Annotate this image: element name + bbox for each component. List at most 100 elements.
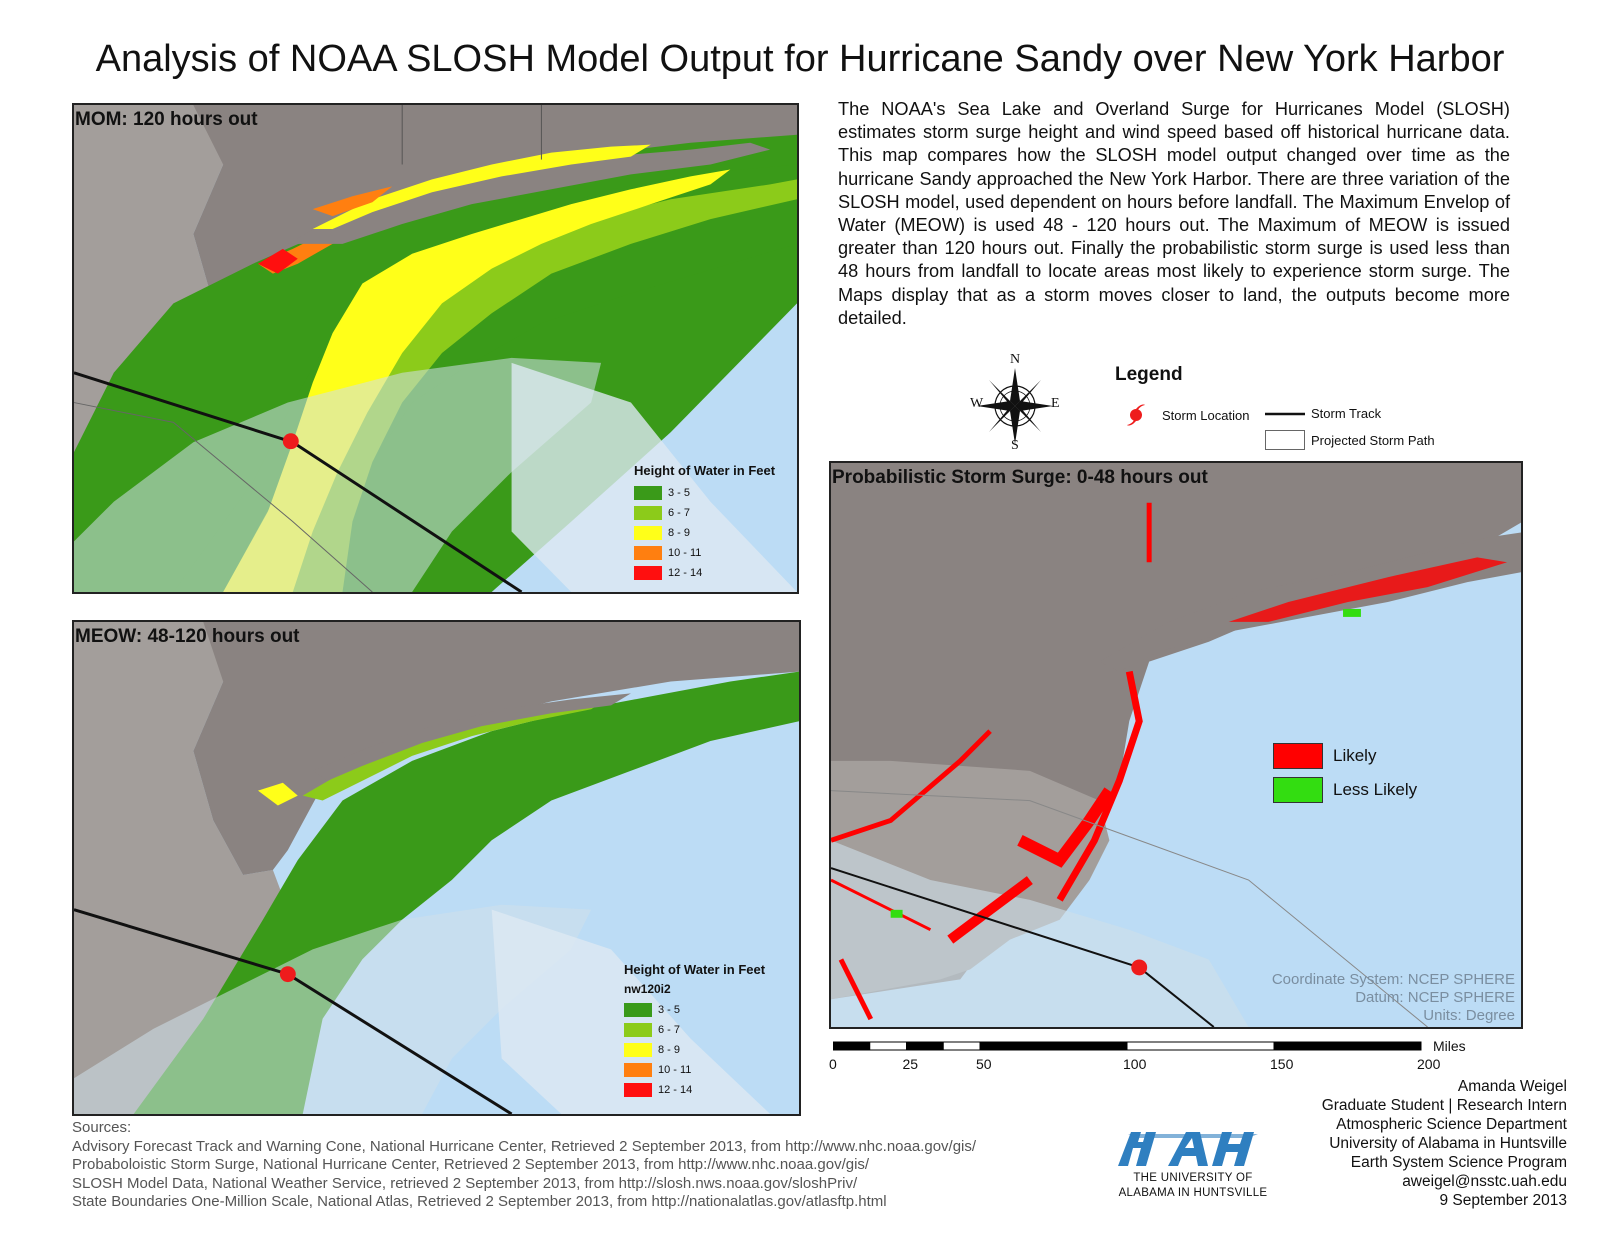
legend-swatch: [634, 506, 662, 520]
legend-label: 10 - 11: [658, 1064, 692, 1076]
mom-legend-title: Height of Water in Feet: [634, 463, 776, 478]
author-block: Amanda Weigel Graduate Student | Researc…: [1322, 1077, 1567, 1210]
compass-e: E: [1051, 396, 1060, 411]
projected-path-swatch: [1265, 430, 1305, 450]
legend-row: 3 - 5: [634, 483, 775, 503]
legend-row: 10 - 11: [624, 1060, 765, 1080]
compass-rose: N S W E: [965, 352, 1065, 454]
legend-row: 6 - 7: [624, 1020, 765, 1040]
storm-track-line-icon: [1265, 412, 1305, 416]
legend-label: 8 - 9: [668, 527, 691, 539]
datum: Datum: NCEP SPHERE: [1355, 989, 1515, 1006]
compass-n: N: [1010, 352, 1021, 367]
units: Units: Degree: [1423, 1007, 1515, 1024]
uah-logo-mark-icon: [1118, 1132, 1258, 1166]
mom-map-canvas: [74, 105, 797, 592]
legend-swatch: [624, 1023, 652, 1037]
scale-segment: [906, 1041, 944, 1051]
probabilistic-map-canvas: [831, 463, 1521, 1027]
meow-map-title: MEOW: 48-120 hours out: [75, 626, 300, 647]
legend-swatch: [634, 546, 662, 560]
scale-tick-label: 50: [976, 1056, 992, 1072]
probabilistic-map[interactable]: Probabilistic Storm Surge: 0-48 hours ou…: [829, 461, 1523, 1029]
legend-label: 12 - 14: [658, 1084, 693, 1096]
scale-bar: 0 25 50 100 150 200 Miles: [829, 1038, 1466, 1080]
storm-location-label: Storm Location: [1162, 408, 1250, 423]
meow-legend-subtitle: nw120i2: [624, 982, 671, 996]
source-item: State Boundaries One-Million Scale, Nati…: [72, 1193, 887, 1210]
sources-heading: Sources:: [72, 1119, 132, 1136]
legend-swatch: [634, 526, 662, 540]
mom-legend-rows: 3 - 5 6 - 7 8 - 9 10 - 11 12 - 14: [634, 483, 775, 583]
meow-map[interactable]: MEOW: 48-120 hours out Height of Water i…: [72, 620, 801, 1116]
author-email: aweigel@nsstc.uah.edu: [1402, 1173, 1567, 1190]
source-item: Advisory Forecast Track and Warning Cone…: [72, 1137, 977, 1155]
legend-label: 6 - 7: [658, 1024, 681, 1036]
scale-tick-label: 200: [1417, 1056, 1441, 1072]
legend-label: 3 - 5: [658, 1004, 681, 1016]
legend-row: 8 - 9: [634, 523, 775, 543]
sources-block: Sources: Advisory Forecast Track and War…: [72, 1119, 976, 1212]
legend-row: 12 - 14: [634, 563, 775, 583]
likely-swatch: [1273, 743, 1323, 769]
coordinate-system: Coordinate System: NCEP SPHERE: [1271, 971, 1515, 988]
less-likely-legend: Less Likely: [1273, 777, 1417, 803]
storm-track-label: Storm Track: [1311, 406, 1382, 421]
uah-logo: THE UNIVERSITY OF ALABAMA IN HUNTSVILLE: [1108, 1128, 1278, 1202]
source-item: SLOSH Model Data, National Weather Servi…: [72, 1174, 858, 1192]
legend-label: 10 - 11: [668, 547, 702, 559]
author-role: Graduate Student | Research Intern: [1321, 1097, 1567, 1114]
main-legend-title: Legend: [1115, 364, 1183, 385]
meow-legend-title: Height of Water in Feet: [624, 962, 766, 977]
legend-label: 12 - 14: [668, 567, 703, 579]
mom-legend: Height of Water in Feet 3 - 5 6 - 7 8 - …: [634, 463, 775, 583]
legend-row: 8 - 9: [624, 1040, 765, 1060]
author-department: Atmospheric Science Department: [1336, 1116, 1567, 1133]
legend-row: 10 - 11: [634, 543, 775, 563]
uah-logo-line1: THE UNIVERSITY OF: [1133, 1172, 1253, 1184]
less-likely-swatch: [1273, 777, 1323, 803]
scale-segment: [833, 1041, 871, 1051]
legend-label: 6 - 7: [668, 507, 691, 519]
scale-tick-label: 100: [1123, 1056, 1147, 1072]
scale-tick-label: 150: [1270, 1056, 1294, 1072]
scale-tick-label: 25: [902, 1056, 919, 1072]
legend-swatch: [634, 566, 662, 580]
compass-s: S: [1011, 438, 1019, 453]
author-university: University of Alabama in Huntsville: [1329, 1135, 1567, 1152]
legend-row: 3 - 5: [624, 1000, 765, 1020]
scale-unit: Miles: [1433, 1038, 1466, 1054]
legend-label: 3 - 5: [668, 487, 691, 499]
scale-segment: [979, 1041, 1128, 1051]
legend-swatch: [624, 1003, 652, 1017]
legend-swatch: [624, 1063, 652, 1077]
likely-legend: Likely: [1273, 743, 1376, 769]
main-legend: Legend Storm Location Storm Track Projec…: [1115, 364, 1475, 454]
source-item: Probaboloistic Storm Surge, National Hur…: [72, 1156, 870, 1173]
description-text: The NOAA's Sea Lake and Overland Surge f…: [838, 99, 1510, 328]
scale-segment: [869, 1041, 907, 1051]
author-program: Earth System Science Program: [1350, 1154, 1567, 1171]
less-likely-label: Less Likely: [1333, 780, 1418, 799]
legend-swatch: [634, 486, 662, 500]
meow-legend-rows: 3 - 5 6 - 7 8 - 9 10 - 11 12 - 14: [624, 1000, 765, 1100]
scale-segment: [1126, 1041, 1275, 1051]
scale-segment: [942, 1041, 981, 1051]
mom-map-title: MOM: 120 hours out: [75, 109, 258, 130]
scale-segment: [1273, 1041, 1422, 1051]
legend-swatch: [624, 1043, 652, 1057]
coordinate-info: Coordinate System: NCEP SPHERE Datum: NC…: [1272, 971, 1515, 1025]
mom-map[interactable]: MOM: 120 hours out Height of Water in Fe…: [72, 103, 799, 594]
author-date: 9 September 2013: [1439, 1192, 1567, 1209]
compass-w: W: [970, 396, 984, 411]
meow-legend: Height of Water in Feet nw120i2 3 - 5 6 …: [624, 962, 765, 1100]
uah-logo-line2: ALABAMA IN HUNTSVILLE: [1118, 1187, 1268, 1199]
scale-tick-label: 0: [829, 1056, 837, 1072]
author-name: Amanda Weigel: [1457, 1078, 1567, 1095]
projected-path-label: Projected Storm Path: [1311, 433, 1435, 448]
compass-icon: [977, 368, 1053, 444]
legend-row: 6 - 7: [634, 503, 775, 523]
page-title: Analysis of NOAA SLOSH Model Output for …: [95, 38, 1505, 80]
probabilistic-map-title: Probabilistic Storm Surge: 0-48 hours ou…: [832, 467, 1208, 488]
scale-bar-graphic: [833, 1041, 1422, 1051]
